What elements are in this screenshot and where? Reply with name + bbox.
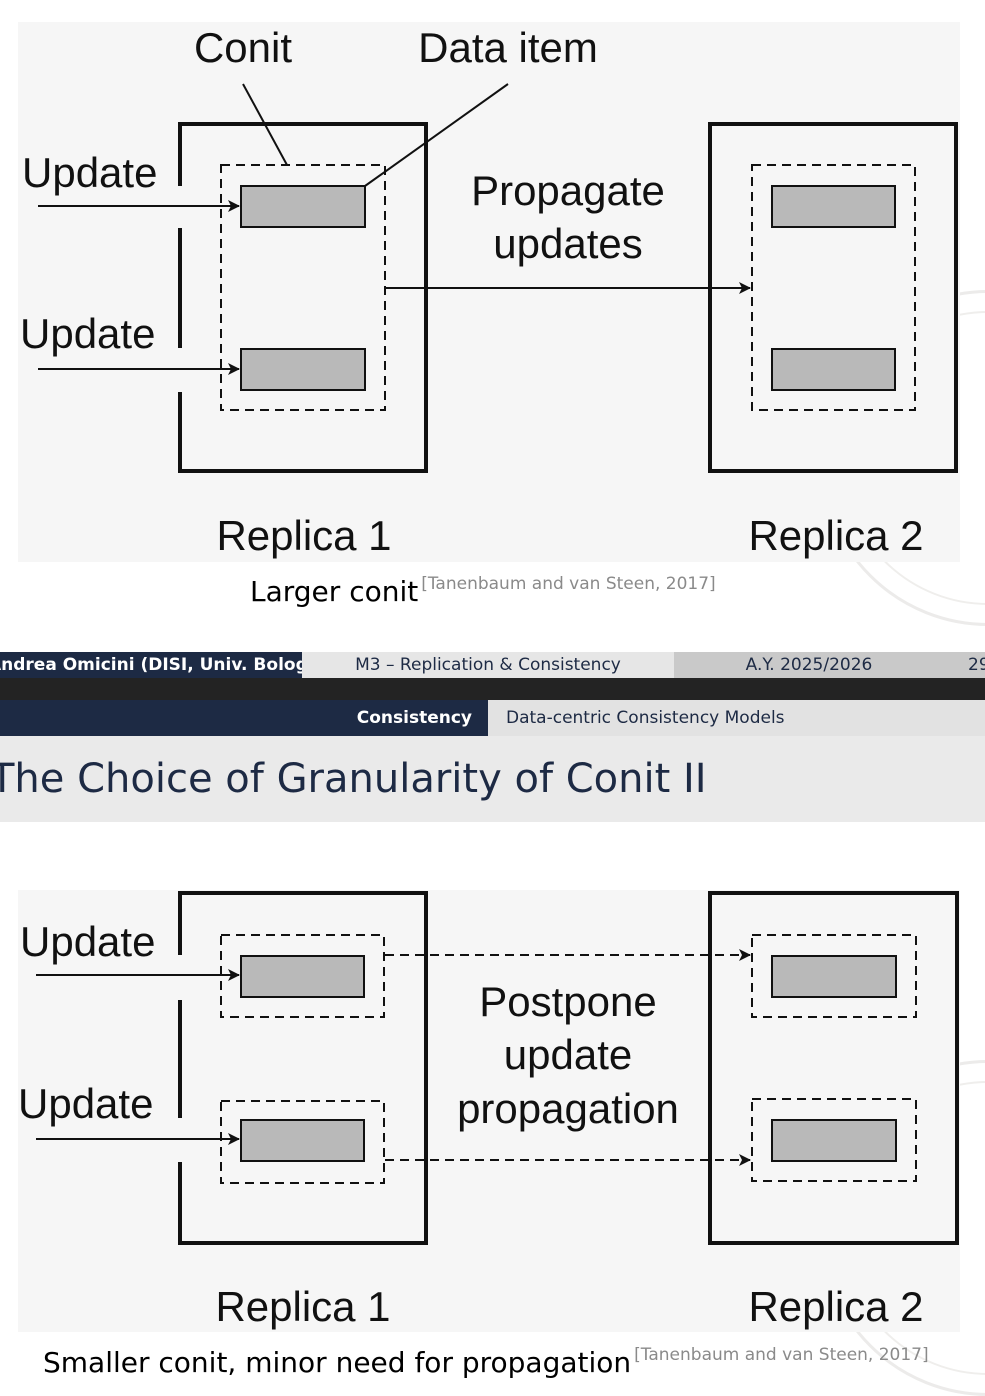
slide-title: The Choice of Granularity of Conit II	[0, 756, 707, 802]
conit-pointer-line	[242, 83, 288, 166]
conit-small	[220, 1100, 385, 1184]
slide-title-bar: The Choice of Granularity of Conit II	[0, 736, 985, 822]
conit-small	[751, 1098, 917, 1182]
top-caption: Larger conit [Tanenbaum and van Steen, 20…	[250, 574, 716, 608]
replica-2-label: Replica 2	[748, 512, 923, 559]
citation: [Tanenbaum and van Steen, 2017]	[634, 1345, 929, 1365]
nav-subsection[interactable]: Data-centric Consistency Models	[506, 708, 785, 728]
postpone-label: Postpone	[479, 978, 656, 1025]
nav-subsection-area: Data-centric Consistency Models	[488, 700, 985, 736]
data-item	[240, 1119, 365, 1162]
data-item	[240, 348, 366, 391]
update-label: Update	[22, 149, 157, 196]
replica-2-label: Replica 2	[748, 1283, 923, 1330]
data-item-label: Data item	[418, 24, 598, 71]
footer-year: A.Y. 2025/2026	[674, 652, 944, 678]
replica-1-label: Replica 1	[215, 1283, 390, 1330]
slide-separator	[0, 678, 985, 700]
update-label: Update	[20, 310, 155, 357]
nav-section[interactable]: Consistency	[356, 708, 472, 728]
bottom-caption: Smaller conit, minor need for propagatio…	[43, 1345, 929, 1379]
data-item	[771, 185, 896, 228]
caption-text: Smaller conit, minor need for propagatio…	[43, 1346, 632, 1379]
slide-footer: Andrea Omicini (DISI, Univ. Bologna) M3 …	[0, 652, 985, 678]
propagate-label: updates	[493, 220, 642, 267]
top-diagram: Conit Data item Update Update Propagate …	[20, 24, 958, 559]
footer-course: M3 – Replication & Consistency	[302, 652, 674, 678]
conit-label: Conit	[194, 24, 292, 71]
data-item	[771, 955, 897, 998]
bottom-diagram: Update Update Postpone update propagatio…	[18, 891, 959, 1330]
conit-large	[751, 164, 916, 411]
data-item	[240, 185, 366, 228]
update-label: Update	[18, 1080, 153, 1127]
replica-1-box	[178, 122, 428, 473]
replica-1-box	[178, 891, 428, 1245]
conit-small	[220, 934, 385, 1018]
replica-1-label: Replica 1	[216, 512, 391, 559]
replica-2-box	[708, 122, 958, 473]
nav-section-area: Consistency	[0, 700, 488, 736]
data-item	[240, 955, 365, 998]
postpone-label: update	[504, 1031, 632, 1078]
caption-text: Larger conit	[250, 575, 419, 608]
citation: [Tanenbaum and van Steen, 2017]	[421, 574, 716, 594]
data-item	[771, 1119, 897, 1162]
postpone-label: propagation	[457, 1085, 679, 1132]
conit-small	[751, 934, 917, 1018]
slide-navigation-bar: Consistency Data-centric Consistency Mod…	[0, 700, 985, 736]
replica-2-box	[708, 891, 959, 1245]
update-label: Update	[20, 918, 155, 965]
footer-author: Andrea Omicini (DISI, Univ. Bologna)	[0, 652, 302, 678]
footer-page-number: 29	[944, 652, 985, 678]
propagate-label: Propagate	[471, 167, 665, 214]
data-item	[771, 348, 896, 391]
data-item-pointer-line	[364, 83, 509, 187]
